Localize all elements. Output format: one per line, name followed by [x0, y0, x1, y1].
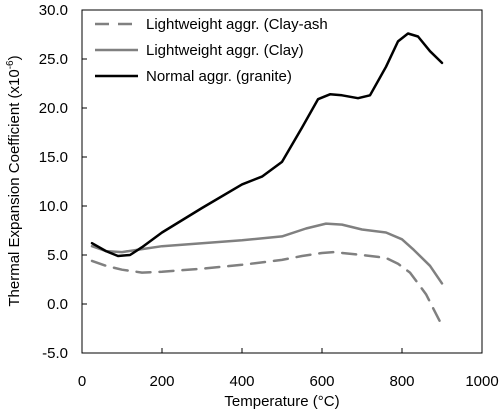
y-axis-title-main: Thermal Expansion Coefficient (x10	[6, 69, 23, 306]
x-tick-label: 0	[78, 373, 86, 390]
y-tick-label: 5.0	[47, 247, 68, 264]
series-line-1	[90, 250, 444, 327]
y-tick-label: 20.0	[39, 100, 68, 117]
legend-label-2: Lightweight aggr. (Clay)	[146, 42, 304, 59]
y-tick-label: 10.0	[39, 198, 68, 215]
x-tick-label: 600	[309, 373, 334, 390]
x-axis: 0 200 400 600 800 1000	[78, 348, 499, 390]
x-tick-label: 400	[229, 373, 254, 390]
y-axis-title-close: )	[6, 55, 23, 60]
legend-label-3: Normal aggr. (granite)	[146, 68, 292, 85]
legend: Lightweight aggr. (Clay-ash Lightweight a…	[95, 16, 328, 85]
y-axis-title: Thermal Expansion Coefficient (x10-6)	[5, 55, 23, 306]
legend-label-1: Lightweight aggr. (Clay-ash	[146, 16, 328, 33]
x-tick-label: 1000	[465, 373, 498, 390]
y-tick-label: 30.0	[39, 2, 68, 19]
y-tick-label: 15.0	[39, 149, 68, 166]
x-tick-label: 200	[149, 373, 174, 390]
y-axis: -5.0 0.0 5.0 10.0 15.0 20.0 25.0 30.0	[39, 2, 87, 362]
x-tick-label: 800	[389, 373, 414, 390]
y-tick-label: 25.0	[39, 51, 68, 68]
y-tick-label: 0.0	[47, 296, 68, 313]
y-axis-title-exponent: -6	[5, 60, 16, 69]
plot-frame	[81, 9, 483, 354]
series-line-3	[90, 32, 444, 258]
series-layer	[90, 32, 444, 327]
y-tick-label: -5.0	[42, 345, 68, 362]
x-axis-title: Temperature (°C)	[224, 393, 339, 410]
series-line-2	[90, 222, 444, 285]
